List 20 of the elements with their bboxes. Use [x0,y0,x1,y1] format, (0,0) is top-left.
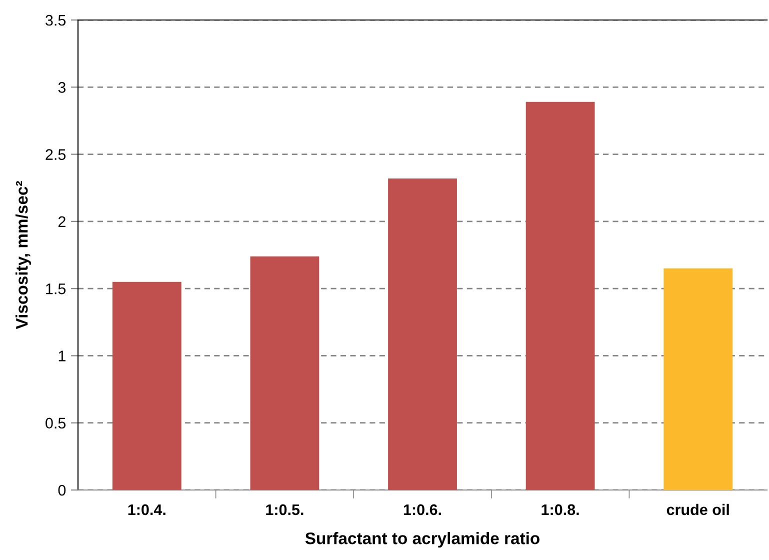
x-axis-title: Surfactant to acrylamide ratio [305,532,540,548]
y-tick-label: 2.5 [46,149,66,160]
y-tick-label: 0 [58,484,66,496]
bar [112,282,182,490]
y-tick-label: 2 [58,216,66,227]
x-tick-label: 1:0.5. [266,504,304,516]
y-tick-label: 0.5 [46,418,66,429]
bar [388,178,457,490]
x-tick-label: 1:0.6. [404,504,441,516]
y-tick-label: 3 [58,82,66,93]
bar [526,102,595,490]
y-tick-label: 1.5 [46,284,66,294]
x-tick-label: crude oil [666,504,729,516]
bar [664,268,733,490]
y-axis-title: Viscosity, mm/sec² [16,181,32,330]
bar [250,256,320,490]
y-tick-label: 1 [58,350,66,362]
y-tick-label: 3.5 [46,14,66,26]
x-tick-label: 1:0.8. [542,504,579,516]
x-tick-label: 1:0.4. [128,504,166,516]
